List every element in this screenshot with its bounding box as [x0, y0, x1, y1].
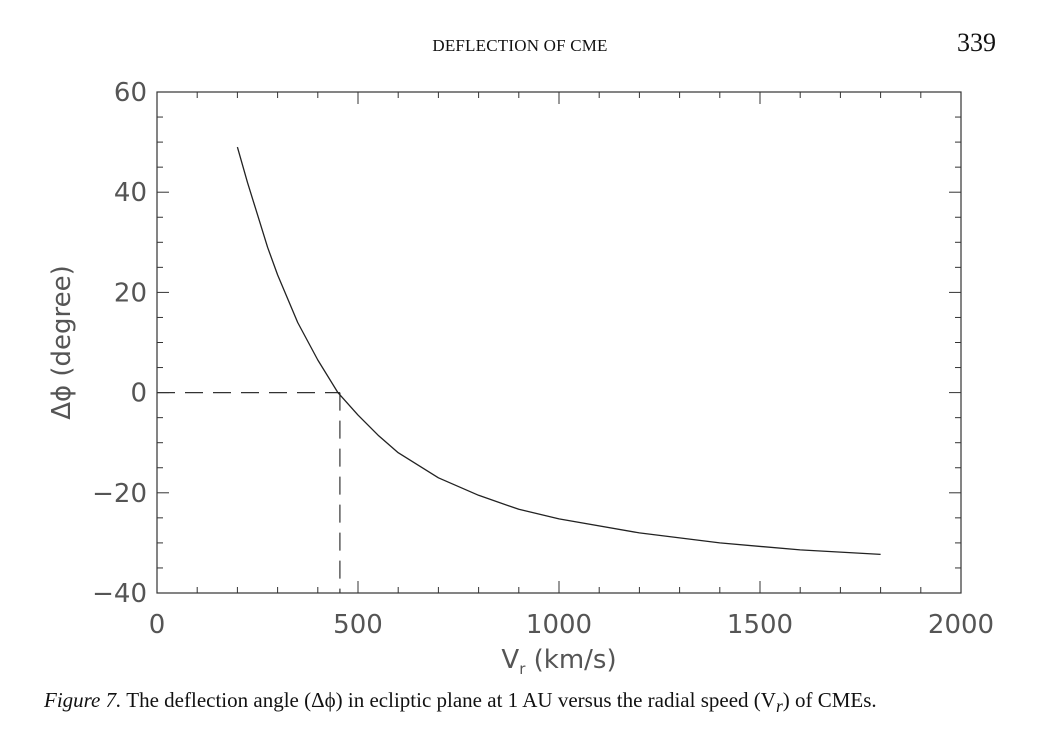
- y-tick-label: 0: [130, 379, 147, 409]
- series-line-deflection: [236, 146, 881, 556]
- series-group: [157, 146, 881, 593]
- x-tick-label: 1500: [727, 610, 793, 640]
- x-axis-label-subscript: r: [519, 660, 526, 678]
- caption-subscript: r: [775, 696, 783, 717]
- x-tick-label: 2000: [928, 610, 994, 640]
- caption-text-end: ) of CMEs.: [782, 688, 877, 712]
- x-tick-label: 500: [333, 610, 383, 640]
- y-tick-label: −20: [92, 479, 147, 509]
- y-tick-label: 40: [114, 178, 147, 208]
- caption-label: Figure 7.: [44, 688, 122, 712]
- page-number: 339: [957, 28, 996, 57]
- y-tick-label: 20: [114, 278, 147, 308]
- plot-frame-group: [156, 91, 962, 594]
- y-axis-label: Δϕ (degree): [47, 265, 77, 420]
- x-tick-label: 1000: [526, 610, 592, 640]
- axis-labels-group: Vr (km/s) Δϕ (degree): [47, 265, 617, 678]
- y-tick-label: 60: [114, 78, 147, 108]
- caption-text: The deflection angle (Δϕ) in ecliptic pl…: [126, 688, 776, 712]
- x-tick-label: 0: [149, 610, 166, 640]
- ticks-group: [156, 91, 962, 594]
- running-head: DEFLECTION OF CME: [432, 36, 608, 55]
- deflection-chart: 0 500 1000 1500 2000 −40 −20 0 20 40 60 Vr (km/s) Δ…: [47, 78, 994, 678]
- tick-labels-group: 0 500 1000 1500 2000 −40 −20 0 20 40 60: [92, 78, 994, 640]
- y-tick-label: −40: [92, 579, 147, 609]
- plot-frame: [156, 91, 962, 594]
- x-axis-label-units: (km/s): [525, 645, 616, 675]
- figure-caption: Figure 7. The deflection angle (Δϕ) in e…: [44, 688, 1004, 717]
- x-axis-label: Vr (km/s): [501, 645, 616, 678]
